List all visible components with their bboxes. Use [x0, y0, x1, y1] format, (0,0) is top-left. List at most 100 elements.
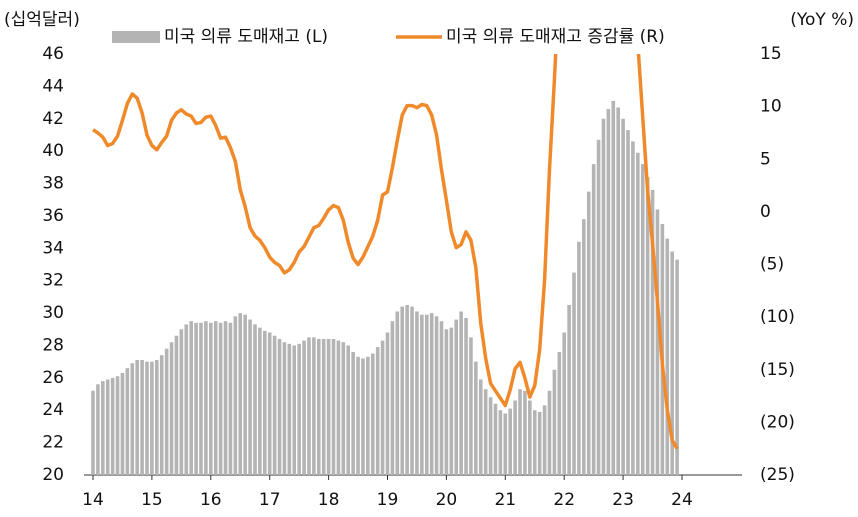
bar	[420, 314, 424, 475]
bar	[478, 379, 483, 475]
bar	[493, 403, 498, 475]
bar	[110, 377, 115, 475]
bar	[356, 356, 360, 475]
bar	[336, 340, 341, 475]
y2-tick-label: (5)	[760, 255, 784, 275]
y2-tick-label: 15	[760, 44, 782, 64]
bar	[174, 335, 179, 475]
y-tick-label: 44	[42, 76, 64, 96]
bar	[582, 219, 586, 475]
bar	[415, 311, 419, 475]
y-tick-label: 36	[42, 206, 64, 226]
bar	[532, 410, 537, 475]
bar	[523, 390, 527, 475]
bar	[179, 329, 184, 475]
bar	[223, 321, 228, 475]
y2-tick-label: 5	[760, 149, 771, 169]
bar	[503, 413, 508, 475]
bar	[209, 322, 213, 475]
bar	[366, 356, 370, 475]
bar	[380, 340, 385, 475]
bar	[640, 164, 645, 475]
x-tick-label: 23	[612, 490, 634, 510]
bar	[164, 348, 169, 475]
bar	[331, 338, 336, 475]
y-tick-label: 24	[42, 400, 64, 420]
y2-tick-label: 10	[760, 97, 782, 117]
bar	[665, 238, 670, 475]
y-tick-label: 46	[42, 44, 64, 64]
bar	[262, 330, 267, 475]
bar	[513, 400, 517, 475]
y-tick-label: 34	[42, 238, 64, 258]
bar	[297, 343, 301, 475]
y-tick-label: 40	[42, 141, 64, 161]
bar	[218, 322, 223, 475]
bar	[189, 321, 193, 475]
x-tick-label: 14	[82, 490, 104, 510]
bar	[636, 152, 640, 475]
bar	[645, 177, 650, 476]
bar	[390, 321, 395, 475]
bar	[312, 337, 316, 475]
bar	[498, 410, 503, 475]
bar	[375, 347, 380, 475]
bar	[591, 164, 596, 475]
y2-tick-label: (20)	[760, 412, 795, 432]
bar	[483, 389, 488, 475]
bar	[601, 118, 606, 476]
x-tick-label: 24	[671, 490, 693, 510]
bar	[115, 376, 120, 475]
bar	[454, 319, 459, 475]
bar	[272, 335, 277, 475]
bar	[292, 345, 297, 475]
bar	[577, 241, 581, 475]
bar	[405, 304, 409, 475]
bar	[258, 327, 262, 475]
bar	[346, 345, 351, 475]
bar	[528, 400, 532, 475]
bar	[96, 384, 100, 475]
bar	[155, 360, 159, 475]
bar	[243, 314, 247, 475]
bar	[105, 379, 110, 475]
y2-tick-label: (15)	[760, 360, 795, 380]
y-tick-label: 20	[42, 465, 64, 485]
bar	[199, 322, 203, 475]
bar	[410, 306, 414, 475]
bar	[253, 324, 257, 475]
bar	[341, 342, 346, 475]
y-tick-label: 22	[42, 433, 64, 453]
legend-swatch-bar	[112, 31, 160, 43]
bar	[626, 130, 630, 475]
y-tick-label: 26	[42, 368, 64, 388]
bar	[488, 397, 493, 475]
bar	[307, 337, 311, 475]
bar	[130, 363, 135, 475]
bar	[277, 338, 282, 475]
bar	[459, 311, 463, 475]
x-tick-label: 19	[377, 490, 399, 510]
bar	[101, 381, 105, 475]
bar	[424, 314, 429, 475]
bar	[385, 332, 390, 475]
bar	[135, 360, 139, 475]
bar	[248, 319, 252, 475]
legend-label: 미국 의류 도매재고 증감률 (R)	[446, 27, 665, 47]
bar	[670, 251, 674, 475]
bar	[439, 321, 444, 475]
bar	[150, 361, 154, 475]
bar	[287, 343, 292, 475]
bar	[140, 360, 144, 475]
bar	[542, 405, 547, 475]
line-layer	[92, 54, 679, 450]
bar	[547, 390, 552, 475]
bar	[611, 100, 616, 475]
bar	[616, 107, 620, 475]
bar	[508, 408, 513, 475]
x-tick-label: 21	[494, 490, 516, 510]
bar	[469, 337, 473, 475]
legend-label: 미국 의류 도매재고 (L)	[164, 27, 328, 47]
bar	[621, 118, 625, 476]
